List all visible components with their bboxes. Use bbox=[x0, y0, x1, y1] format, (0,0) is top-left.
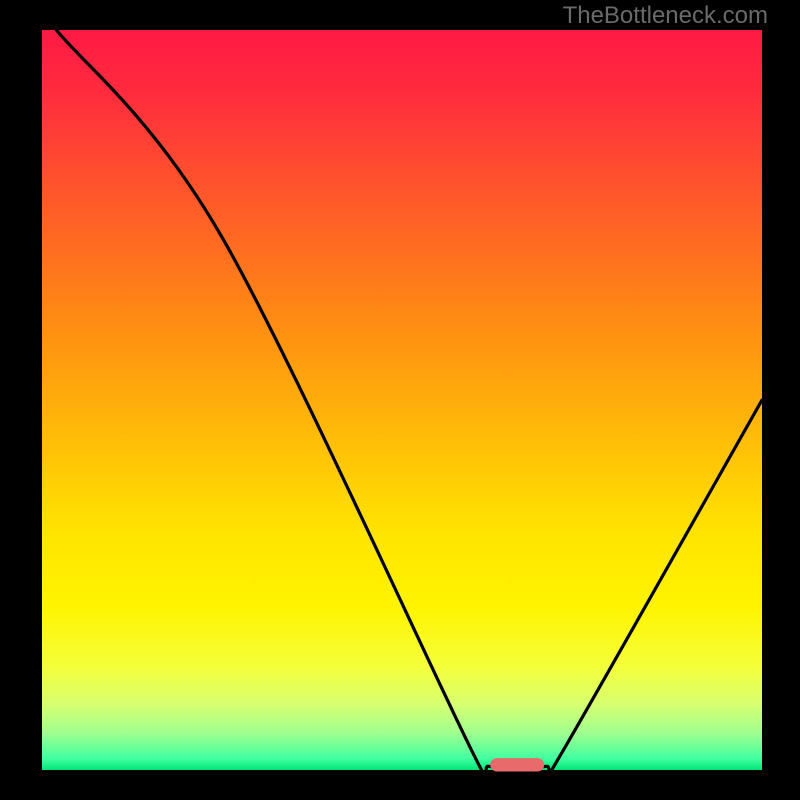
bottleneck-curve bbox=[56, 30, 762, 797]
chart-container: TheBottleneck.com bbox=[0, 0, 800, 800]
watermark-text: TheBottleneck.com bbox=[563, 2, 768, 30]
optimal-marker bbox=[490, 758, 544, 771]
plot-area bbox=[42, 30, 762, 770]
bottleneck-curve-svg bbox=[42, 30, 762, 770]
